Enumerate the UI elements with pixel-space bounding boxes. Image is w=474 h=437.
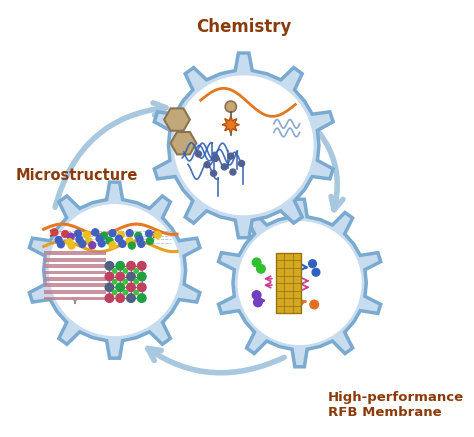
Bar [44,290,106,294]
Polygon shape [29,182,200,358]
Circle shape [66,239,73,246]
Circle shape [252,291,261,299]
Circle shape [137,272,146,281]
Circle shape [92,229,99,236]
Circle shape [135,232,142,239]
Circle shape [127,294,135,302]
Circle shape [256,264,265,273]
Circle shape [230,169,236,175]
Circle shape [138,240,145,247]
Polygon shape [171,132,196,154]
Circle shape [146,237,154,244]
Circle shape [83,232,90,238]
Circle shape [79,240,86,247]
Circle shape [105,272,114,281]
Bar [44,271,106,274]
Circle shape [137,261,146,270]
Circle shape [210,170,217,177]
Circle shape [128,242,135,249]
Circle shape [116,272,125,281]
Circle shape [127,272,135,281]
Circle shape [225,101,237,112]
Circle shape [119,240,126,247]
Circle shape [195,151,201,157]
Bar [44,251,106,255]
Bar [44,264,106,268]
Polygon shape [222,116,239,133]
Circle shape [310,300,319,309]
Circle shape [109,230,116,236]
Circle shape [312,268,320,276]
Circle shape [109,242,116,249]
Circle shape [68,242,75,249]
Circle shape [105,261,114,270]
Circle shape [106,237,113,244]
Circle shape [74,230,82,237]
Circle shape [126,237,133,244]
Circle shape [137,294,146,302]
Circle shape [55,236,62,243]
Circle shape [252,258,261,267]
Circle shape [238,222,361,344]
Polygon shape [154,53,333,238]
Circle shape [238,160,245,166]
Circle shape [116,235,122,242]
Circle shape [123,269,128,273]
Circle shape [213,155,219,161]
Circle shape [67,233,74,240]
Circle shape [134,280,138,284]
Text: High-performance
RFB Membrane: High-performance RFB Membrane [328,391,464,419]
Circle shape [134,269,138,273]
Circle shape [137,283,146,291]
Circle shape [309,260,316,267]
Circle shape [96,235,103,242]
Circle shape [116,283,125,291]
Circle shape [134,290,138,295]
Circle shape [123,290,128,295]
Circle shape [51,229,58,236]
Circle shape [49,205,180,336]
Circle shape [112,280,117,284]
Circle shape [112,290,117,295]
Circle shape [127,261,135,270]
Circle shape [174,76,313,215]
Circle shape [57,241,64,248]
Bar [276,253,301,313]
Text: Chemistry: Chemistry [196,18,292,36]
Circle shape [118,232,125,238]
Bar [44,277,106,281]
Circle shape [221,164,228,170]
Circle shape [154,232,161,238]
Circle shape [98,240,105,247]
Circle shape [228,153,234,159]
Circle shape [105,294,114,302]
Circle shape [123,280,128,284]
Polygon shape [164,108,190,131]
Circle shape [116,294,125,302]
Circle shape [100,232,107,239]
Circle shape [127,283,135,291]
Polygon shape [219,199,381,367]
Circle shape [116,261,125,270]
Circle shape [89,242,96,249]
Circle shape [126,230,133,236]
Circle shape [85,238,92,245]
Text: Microstructure: Microstructure [16,168,138,183]
Circle shape [76,236,83,243]
Circle shape [112,269,117,273]
Circle shape [204,162,210,168]
Circle shape [136,236,143,243]
Bar [44,284,106,288]
Bar [44,297,106,300]
Circle shape [62,231,69,237]
Bar [44,258,106,261]
Circle shape [146,230,153,237]
Circle shape [254,298,262,307]
Circle shape [105,283,114,291]
